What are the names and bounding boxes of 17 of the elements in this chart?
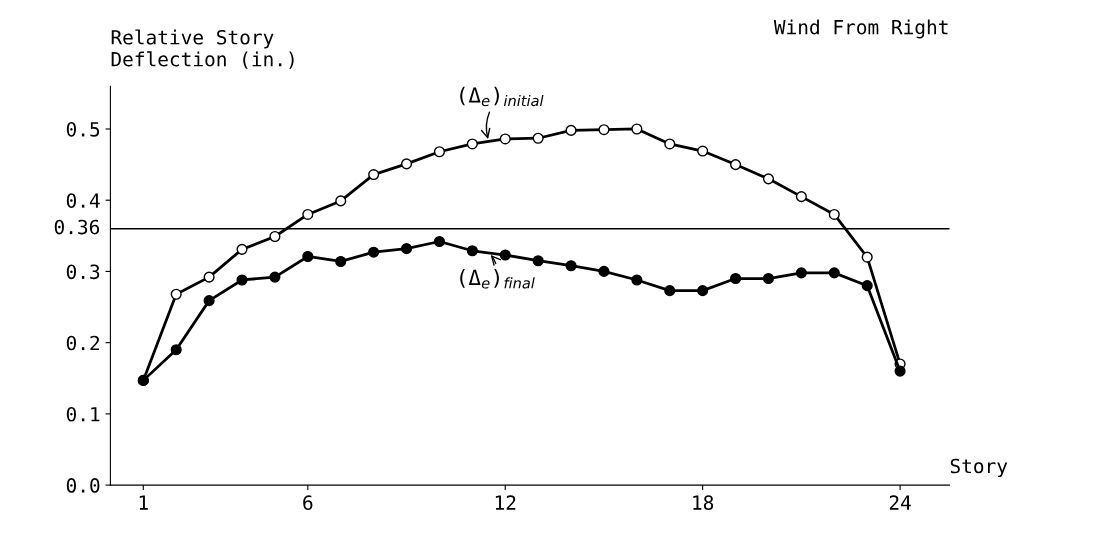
y-axis-title: Relative Story Deflection (in.) <box>111 29 294 69</box>
y-tick-label: 0.0 <box>66 478 100 493</box>
x-tick-label: 12 <box>495 495 516 510</box>
x-tick-label: 18 <box>693 495 714 510</box>
ref-line-label: 0.36 <box>54 219 100 235</box>
x-tick-label: 6 <box>303 495 313 510</box>
y-tick-label: 0.5 <box>66 121 100 137</box>
y-tick-label: 0.2 <box>66 335 100 351</box>
y-tick-label: 0.3 <box>66 264 100 280</box>
x-axis-title: Story <box>950 458 1008 478</box>
y-tick-label: 0.4 <box>66 193 100 208</box>
annotation: (Δ$_{e}$)$_{final}$ <box>460 269 535 289</box>
annotation: (Δ$_{e}$)$_{initial}$ <box>460 86 544 107</box>
y-tick-label: 0.1 <box>66 406 100 422</box>
x-tick-label: 24 <box>889 495 911 510</box>
x-tick-label: 1 <box>139 495 148 510</box>
chart-title: Wind From Right <box>773 19 948 39</box>
